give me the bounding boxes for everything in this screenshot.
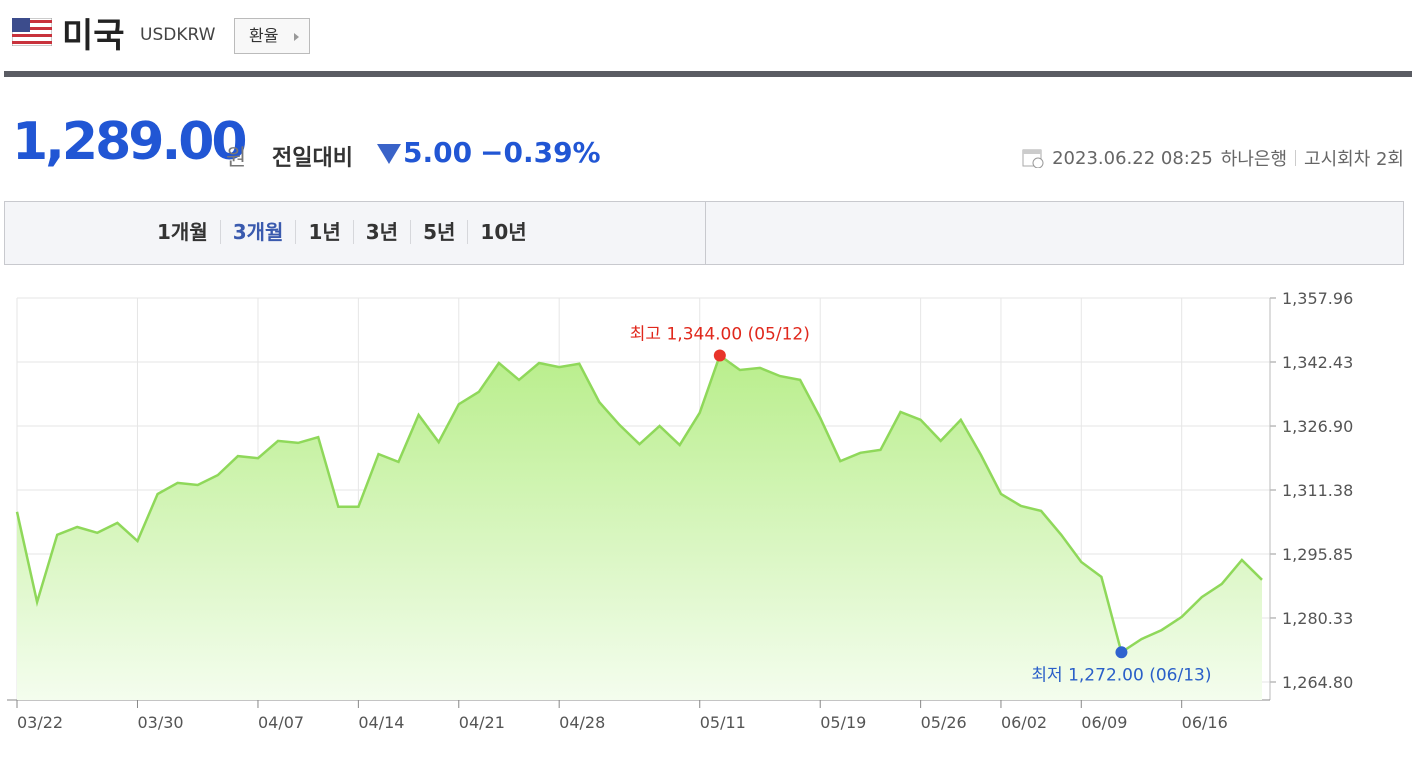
flag-icon [12, 18, 52, 46]
quote-info: 2023.06.22 08:25 하나은행 고시회차 2회 [1022, 145, 1404, 171]
y-tick-label: 1,264.80 [1282, 673, 1353, 692]
period-tab[interactable]: 5년 [410, 220, 467, 244]
y-tick-label: 1,280.33 [1282, 609, 1353, 628]
bank: 하나은행 [1220, 149, 1288, 170]
x-tick-label: 04/21 [459, 713, 505, 732]
header-bar [4, 71, 1412, 77]
low-label: 최저 1,272.00 (06/13) [1031, 665, 1211, 685]
tab-divider [705, 202, 706, 264]
exchange-button[interactable]: 환율 [234, 18, 310, 54]
y-tick-label: 1,295.85 [1282, 545, 1353, 564]
x-tick-label: 04/14 [358, 713, 404, 732]
high-point [713, 349, 726, 362]
country-name: 미국 [62, 16, 125, 56]
down-icon [377, 144, 401, 164]
period-tab[interactable]: 3년 [352, 220, 410, 244]
period-tabs: 1개월 3개월 1년 3년 5년 10년 [4, 201, 1404, 265]
price-line [15, 353, 1263, 655]
price: 1,289.00 [12, 112, 248, 172]
chart: 1,357.96 1,342.43 1,326.90 1,311.38 1,295.85… [7, 289, 1353, 732]
round: 고시회차 2회 [1304, 149, 1404, 170]
x-tick-label: 05/19 [820, 713, 866, 732]
x-tick-label: 05/26 [921, 713, 967, 732]
period-tab[interactable]: 1개월 [157, 220, 208, 244]
change-percent: −0.39% [480, 136, 601, 169]
y-tick-label: 1,357.96 [1282, 289, 1353, 308]
x-tick-label: 06/02 [1001, 713, 1047, 732]
datetime: 2023.06.22 08:25 [1052, 147, 1213, 169]
period-tab[interactable]: 10년 [467, 220, 538, 244]
currency-code: USDKRW [140, 25, 216, 45]
x-tick-label: 06/09 [1081, 713, 1127, 732]
separator [1295, 150, 1297, 166]
y-tick-label: 1,342.43 [1282, 353, 1353, 372]
period-tab[interactable]: 1년 [295, 220, 352, 244]
low-point [1115, 646, 1128, 659]
x-tick-label: 04/07 [258, 713, 304, 732]
y-tick-label: 1,311.38 [1282, 481, 1353, 500]
x-tick-label: 03/30 [137, 713, 183, 732]
period-tab[interactable]: 3개월 [219, 220, 296, 244]
change-value: 5.00 [403, 136, 473, 169]
calendar-icon [1022, 149, 1044, 168]
tab-row: 1개월 3개월 1년 3년 5년 10년 [145, 220, 539, 244]
price-unit: 원 [226, 146, 247, 171]
x-tick-label: 04/28 [559, 713, 605, 732]
change-label: 전일대비 [272, 146, 353, 171]
high-label: 최고 1,344.00 (05/12) [630, 325, 810, 345]
x-tick-label: 03/22 [17, 713, 63, 732]
y-tick-label: 1,326.90 [1282, 417, 1353, 436]
area-fill [17, 355, 1262, 700]
x-tick-label: 05/11 [700, 713, 746, 732]
x-tick-label: 06/16 [1182, 713, 1228, 732]
